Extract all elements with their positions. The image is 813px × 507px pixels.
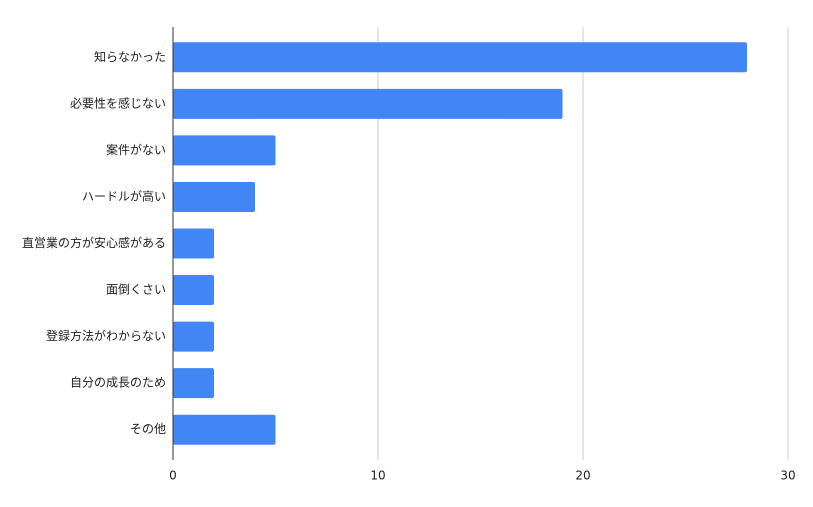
bar bbox=[173, 414, 276, 445]
y-tick-label: 登録方法がわからない bbox=[46, 328, 166, 343]
y-tick-label: 知らなかった bbox=[94, 50, 166, 64]
x-tick-label: 30 bbox=[780, 469, 795, 483]
y-tick-label: 自分の成長のため bbox=[70, 376, 166, 390]
bar bbox=[173, 135, 276, 166]
bar bbox=[173, 321, 214, 352]
x-tick-label: 0 bbox=[169, 469, 177, 483]
y-tick-label: その他 bbox=[130, 422, 166, 436]
bar bbox=[173, 228, 214, 259]
bar bbox=[173, 275, 214, 306]
y-tick-label: 必要性を感じない bbox=[70, 95, 166, 110]
y-tick-label: 直営業の方が安心感がある bbox=[22, 235, 166, 250]
bar bbox=[173, 88, 563, 119]
x-tick-label: 10 bbox=[370, 469, 385, 483]
bar bbox=[173, 368, 214, 399]
y-tick-label: 案件がない bbox=[106, 142, 166, 157]
y-tick-label: 面倒くさい bbox=[106, 283, 166, 297]
bar bbox=[173, 181, 255, 212]
bar bbox=[173, 42, 747, 73]
y-tick-label: ハードルが高い bbox=[82, 188, 166, 203]
x-tick-label: 20 bbox=[575, 469, 590, 483]
